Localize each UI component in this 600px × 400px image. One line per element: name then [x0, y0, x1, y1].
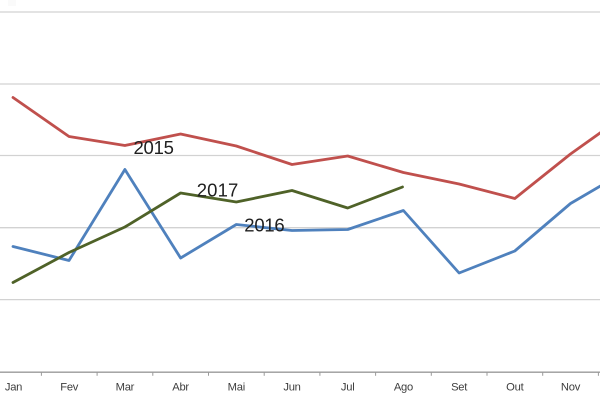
svg-text:Mai: Mai [228, 381, 245, 393]
svg-text:2017: 2017 [197, 179, 239, 200]
svg-text:Jan: Jan [5, 381, 22, 393]
svg-text:Nov: Nov [561, 381, 581, 393]
svg-text:Abr: Abr [172, 381, 189, 393]
svg-text:Fev: Fev [60, 381, 79, 393]
svg-text:Jun: Jun [283, 381, 300, 393]
svg-text:Mar: Mar [116, 381, 135, 393]
svg-text:2016: 2016 [244, 214, 284, 235]
svg-text:Set: Set [451, 381, 468, 393]
svg-text:Ago: Ago [394, 381, 413, 393]
svg-text:Out: Out [506, 381, 524, 393]
svg-text:Jul: Jul [341, 381, 355, 393]
svg-text:2015: 2015 [134, 137, 174, 158]
